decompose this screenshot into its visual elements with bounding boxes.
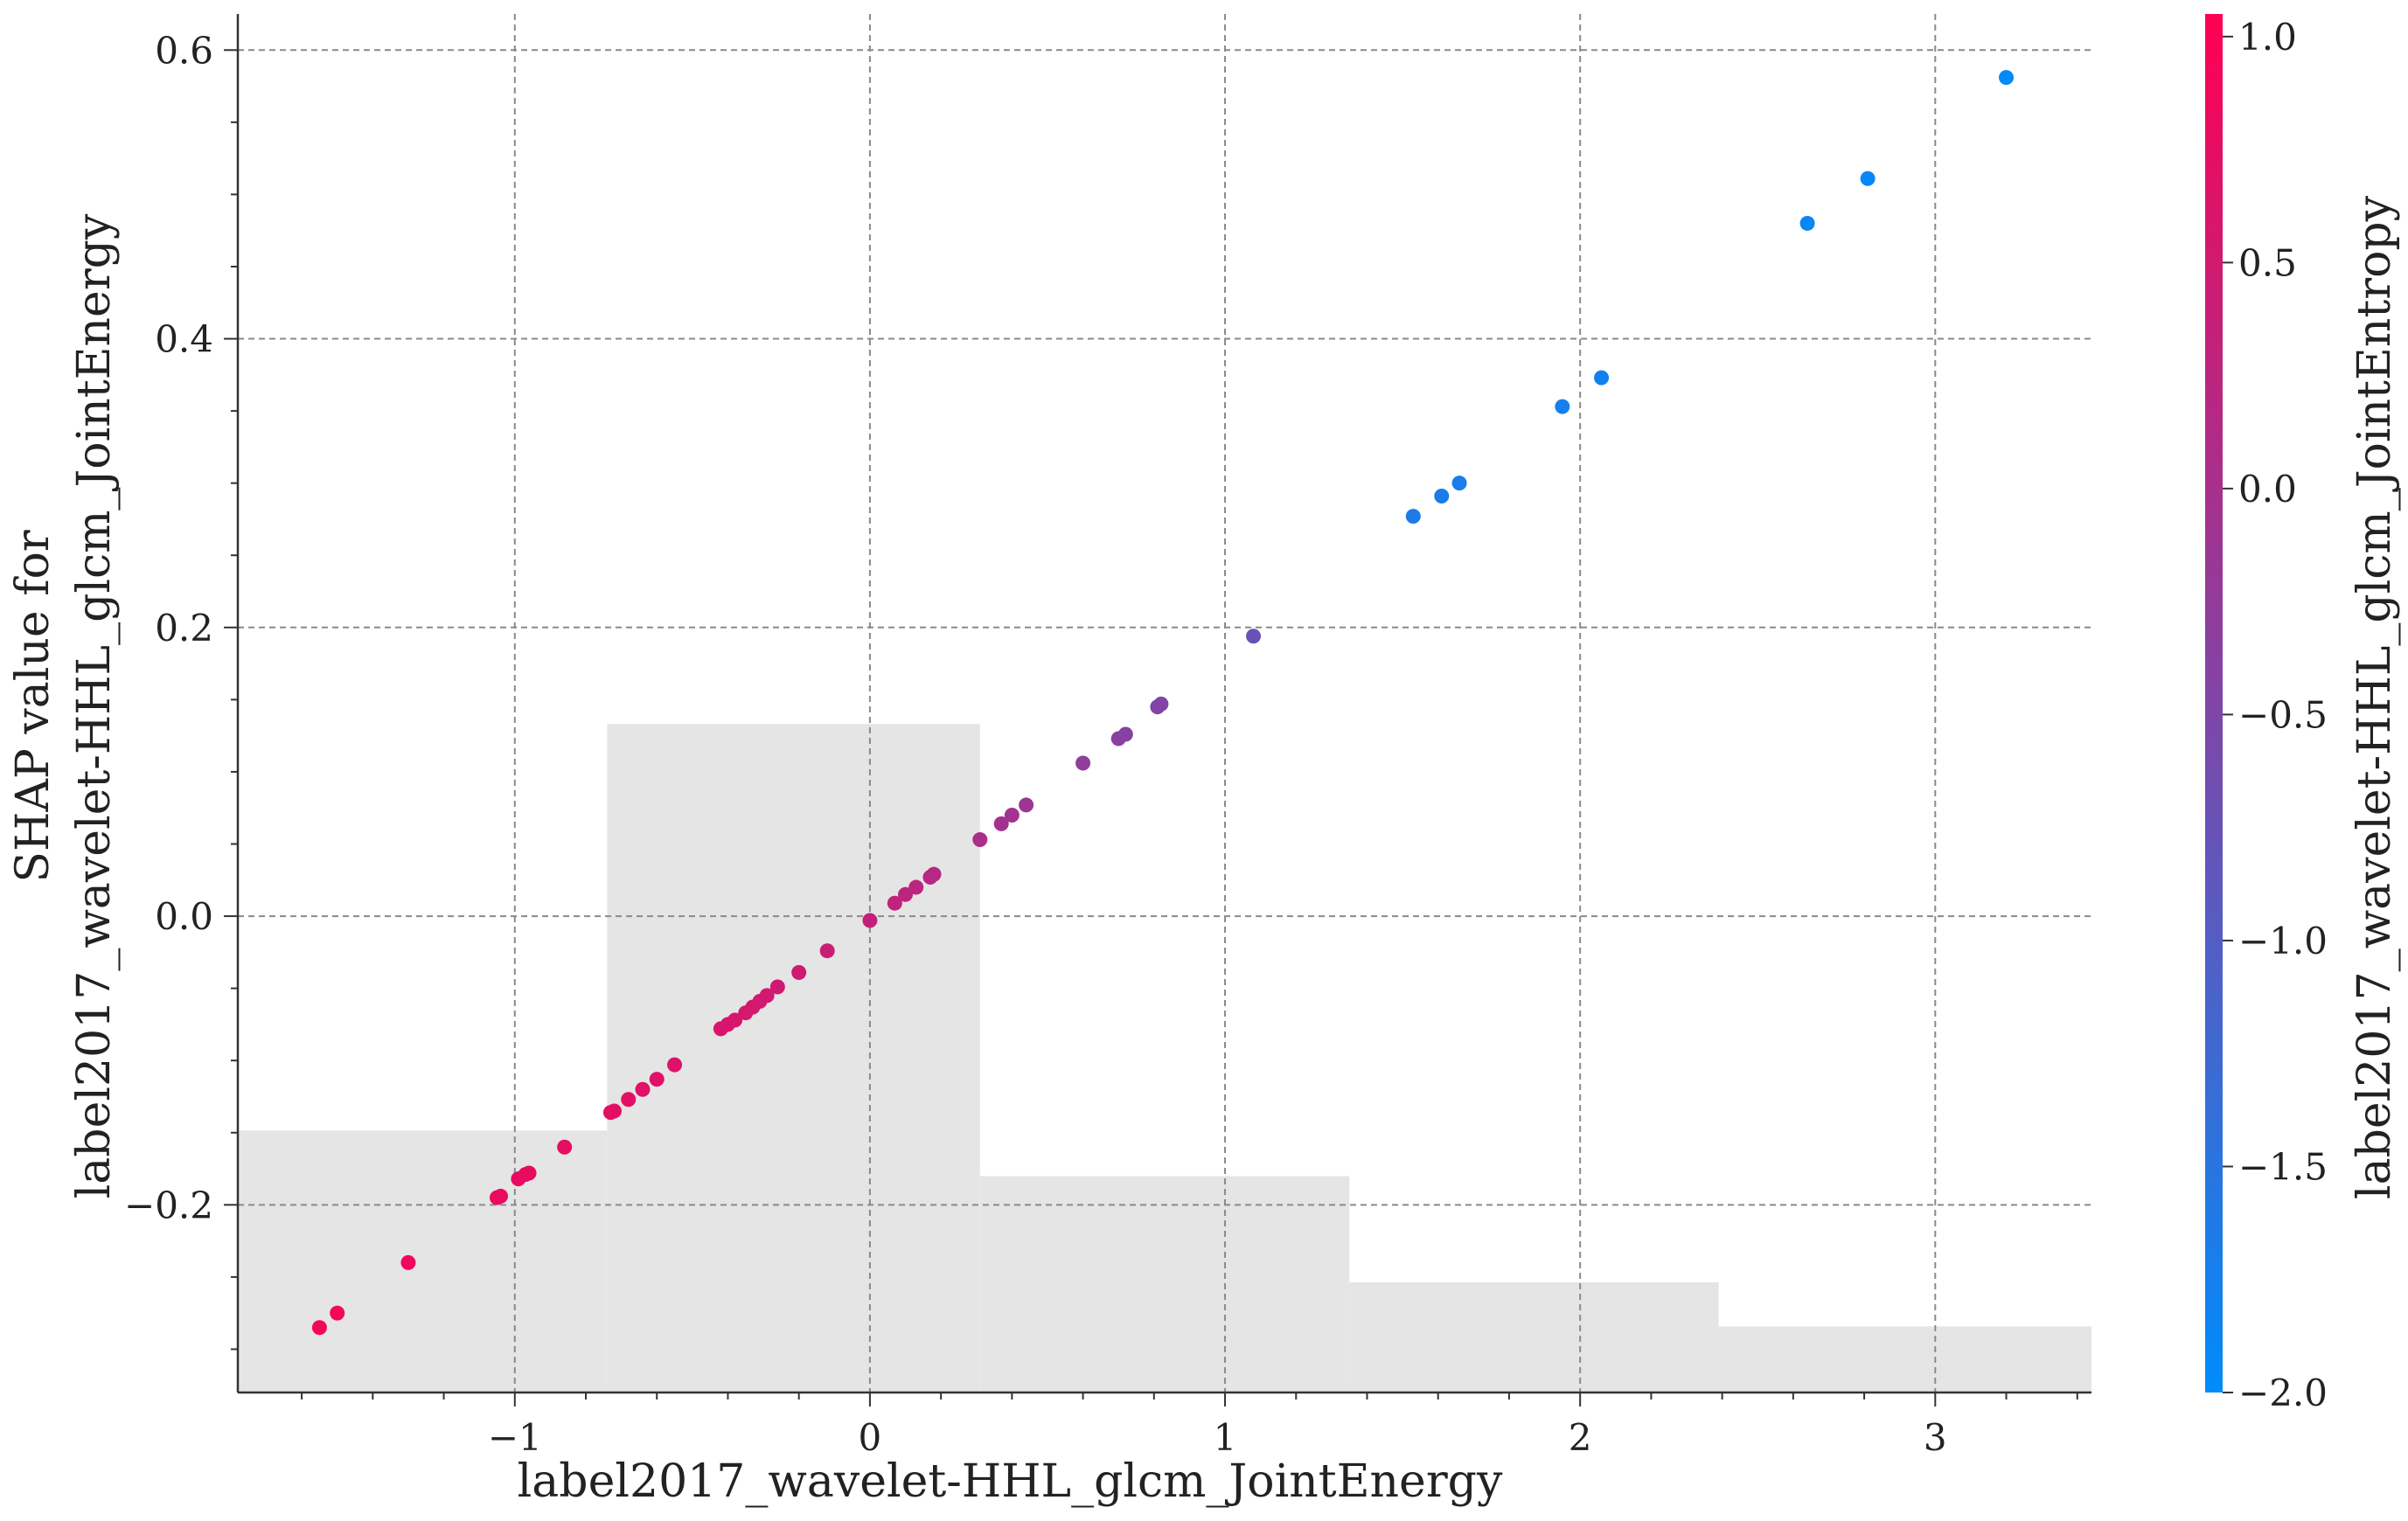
data-point-44	[1555, 399, 1570, 414]
data-point-32	[993, 816, 1009, 831]
data-point-4	[493, 1188, 509, 1204]
data-point-17	[727, 1012, 743, 1028]
data-point-39	[1153, 696, 1169, 712]
data-point-31	[972, 832, 988, 848]
data-point-41	[1405, 509, 1421, 524]
colorbar-gradient	[2205, 14, 2223, 1393]
x-tick-label-4: 3	[1924, 1416, 1947, 1459]
colorbar-tick-label-1: 0.5	[2238, 241, 2297, 284]
data-point-2	[400, 1254, 416, 1270]
data-point-13	[649, 1072, 665, 1087]
y-tick-label-2: 0.2	[155, 607, 213, 649]
y-ticks: −0.2 0.0 0.2 0.4 0.6	[124, 29, 238, 1351]
y-axis-title-line-1: SHAP value for	[7, 530, 59, 882]
histogram-bar-0	[238, 1130, 608, 1393]
data-point-37	[1117, 726, 1133, 742]
colorbar-ticks: 1.0 0.5 0.0 −0.5 −1.0 −1.5 −2.0	[2223, 16, 2328, 1414]
colorbar-tick-label-2: 0.0	[2238, 468, 2297, 510]
colorbar-tick-label-0: 1.0	[2238, 16, 2297, 59]
x-tick-label-3: 2	[1569, 1416, 1592, 1459]
x-ticks: −1 0 1 2 3	[301, 1393, 2078, 1459]
data-point-48	[1999, 70, 2015, 86]
colorbar-tick-label-4: −1.0	[2238, 920, 2328, 962]
histogram-bar-1	[607, 724, 980, 1393]
y-tick-label-1: 0.0	[155, 895, 213, 938]
colorbar-tick-label-3: −0.5	[2238, 693, 2328, 736]
data-point-30	[926, 866, 942, 882]
colorbar-title: label2017_wavelet-HHL_glcm_JointEntropy	[2349, 195, 2401, 1199]
data-point-22	[769, 979, 785, 995]
data-point-23	[791, 964, 807, 980]
x-tick-label-2: 1	[1214, 1416, 1237, 1459]
data-point-0	[311, 1320, 327, 1336]
data-point-26	[887, 895, 902, 911]
data-point-25	[862, 913, 878, 928]
data-point-40	[1246, 629, 1262, 644]
data-point-47	[1860, 170, 1876, 186]
data-point-34	[1019, 797, 1034, 813]
data-point-1	[330, 1305, 345, 1321]
data-point-14	[667, 1057, 683, 1073]
data-point-8	[557, 1139, 573, 1155]
data-point-35	[1075, 755, 1091, 771]
gridlines	[238, 14, 2091, 1393]
data-point-33	[1004, 807, 1020, 823]
axes	[236, 14, 2091, 1394]
data-point-28	[908, 879, 924, 895]
data-point-42	[1434, 489, 1450, 504]
histogram-background	[238, 724, 2091, 1393]
colorbar-tick-label-5: −1.5	[2238, 1145, 2328, 1188]
data-point-11	[621, 1092, 637, 1108]
histogram-bar-3	[1349, 1281, 1719, 1393]
histogram-bar-2	[979, 1176, 1350, 1393]
x-tick-label-1: 0	[859, 1416, 882, 1459]
data-point-12	[635, 1081, 651, 1097]
data-point-43	[1451, 476, 1467, 491]
y-axis-title-line-2: label2017_wavelet-HHL_glcm_JointEnergy	[68, 213, 121, 1198]
x-tick-label-0: −1	[488, 1416, 542, 1459]
data-point-10	[606, 1103, 622, 1119]
y-tick-label-0: −0.2	[124, 1184, 213, 1226]
data-point-24	[819, 943, 835, 959]
x-axis-title: label2017_wavelet-HHL_glcm_JointEnergy	[518, 1455, 1503, 1508]
data-point-27	[898, 886, 914, 902]
colorbar: 1.0 0.5 0.0 −0.5 −1.0 −1.5 −2.0 label2017_wave…	[2205, 14, 2401, 1414]
y-tick-label-3: 0.4	[155, 318, 213, 361]
data-point-7	[521, 1165, 537, 1181]
histogram-bar-4	[1718, 1326, 2091, 1393]
data-points	[311, 70, 2015, 1336]
data-point-46	[1799, 215, 1815, 231]
y-tick-label-4: 0.6	[155, 29, 213, 72]
data-point-21	[759, 988, 775, 1004]
data-point-45	[1594, 370, 1610, 385]
colorbar-tick-label-6: −2.0	[2238, 1372, 2328, 1414]
